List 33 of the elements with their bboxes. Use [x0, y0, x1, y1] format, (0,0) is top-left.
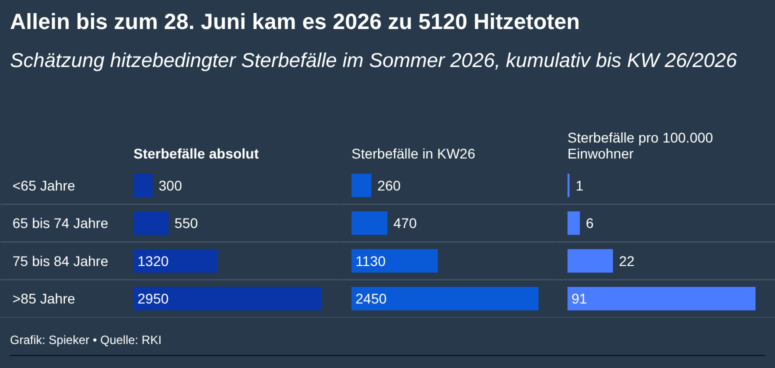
- bar: [352, 211, 388, 235]
- bar: [352, 286, 538, 310]
- data-label: 1130: [356, 252, 386, 269]
- y-tick-label: <65 Jahre: [12, 177, 76, 194]
- data-label: 1: [576, 177, 584, 194]
- bar: [134, 211, 169, 235]
- data-label: 22: [618, 252, 635, 269]
- data-label: 300: [158, 177, 182, 194]
- x-axis-title: Sterbefälle pro 100.000 Einwohner: [568, 130, 714, 162]
- y-tick-label: 75 bis 84 Jahre: [12, 252, 108, 269]
- text: Schätzung hitzebedingter Sterbefälle im Sommer 2026, kumulativ bis KW 26/2026: [10, 49, 738, 74]
- bar: [568, 211, 580, 235]
- data-label: 2950: [138, 290, 169, 307]
- bar: [134, 249, 218, 273]
- y-tick-label: >85 Jahre: [12, 290, 76, 307]
- bar: [352, 174, 372, 198]
- bar: [568, 286, 756, 310]
- bar: [134, 286, 322, 310]
- data-label: 6: [586, 215, 594, 232]
- x-axis-title: Sterbefälle in KW26: [352, 146, 476, 162]
- data-label: 260: [377, 177, 401, 194]
- chart-title: Allein bis zum 28. Juni kam es 2026 zu 5120 Hitzetoten: [10, 8, 581, 36]
- bar: [352, 249, 438, 273]
- bar: [568, 249, 613, 273]
- data-label: 470: [393, 215, 417, 232]
- text: Grafik: Spieker • Quelle: RKI: [10, 332, 765, 356]
- data-label: 1320: [138, 252, 169, 269]
- data-label: 2450: [356, 290, 387, 307]
- y-tick-label: 65 bis 74 Jahre: [12, 215, 108, 232]
- bar: [134, 174, 153, 198]
- data-label: 550: [174, 215, 198, 232]
- x-axis-title: Sterbefälle absolut: [134, 146, 260, 162]
- data-label: 91: [572, 290, 588, 307]
